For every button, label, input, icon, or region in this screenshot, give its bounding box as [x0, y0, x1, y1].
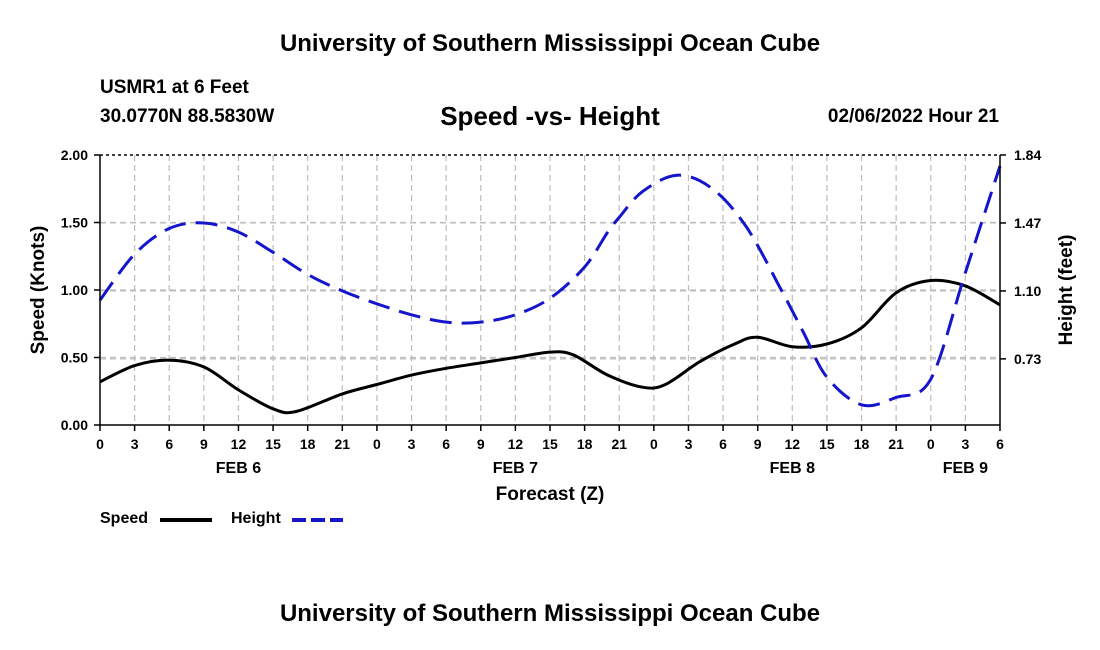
x-tick-label: 9 [200, 436, 208, 452]
x-tick-label: 15 [819, 436, 835, 452]
x-tick-label: 6 [165, 436, 173, 452]
main-title: University of Southern Mississippi Ocean… [279, 30, 821, 57]
chart-subtitle: Speed -vs- Height [440, 101, 660, 131]
x-tick-label: 18 [854, 436, 870, 452]
y-tick-label: 1.00 [61, 282, 88, 298]
y2-tick-label: 0.73 [1014, 351, 1041, 367]
day-label: FEB 9 [943, 460, 988, 477]
x-tick-label: 6 [442, 436, 450, 452]
y-tick-label: 1.50 [61, 215, 88, 231]
y2-tick-label: 1.84 [1014, 147, 1041, 163]
y2-tick-label: 1.47 [1014, 215, 1041, 231]
x-tick-label: 6 [719, 436, 727, 452]
x-tick-label: 0 [373, 436, 381, 452]
series-line-height [98, 165, 1002, 408]
x-tick-label: 18 [577, 436, 593, 452]
x-tick-label: 21 [888, 436, 904, 452]
x-tick-label: 12 [785, 436, 801, 452]
x-tick-label: 9 [477, 436, 485, 452]
footer-title: University of Southern Mississippi Ocean… [279, 600, 821, 627]
coordinates-label: 30.0770N 88.5830W [100, 106, 275, 127]
x-tick-label: 21 [335, 436, 351, 452]
x-tick-label: 3 [685, 436, 693, 452]
x-tick-label: 15 [542, 436, 558, 452]
x-tick-label: 0 [927, 436, 935, 452]
x-tick-label: 18 [300, 436, 316, 452]
x-tick-label: 0 [650, 436, 658, 452]
datetime-label: 02/06/2022 Hour 21 [827, 106, 999, 127]
x-tick-label: 3 [961, 436, 969, 452]
station-label: USMR1 at 6 Feet [100, 77, 249, 98]
day-label: FEB 6 [216, 460, 261, 477]
x-tick-label: 0 [96, 436, 104, 452]
x-axis-title: Forecast (Z) [496, 484, 605, 505]
legend-speed-label: Speed [100, 510, 149, 527]
x-tick-label: 12 [508, 436, 524, 452]
y-axis-title: Speed (Knots) [28, 226, 49, 355]
legend-height-label: Height [231, 510, 281, 527]
x-tick-label: 12 [231, 436, 247, 452]
x-tick-label: 3 [408, 436, 416, 452]
y-tick-label: 2.00 [61, 147, 88, 163]
day-label: FEB 8 [770, 460, 815, 477]
y2-tick-label: 1.10 [1014, 283, 1041, 299]
day-label: FEB 7 [493, 460, 538, 477]
y2-axis-title: Height (feet) [1056, 235, 1077, 346]
y-tick-label: 0.00 [61, 417, 88, 433]
series-line-speed [99, 278, 1001, 415]
x-tick-label: 9 [754, 436, 762, 452]
x-tick-label: 21 [611, 436, 627, 452]
y-tick-label: 0.50 [61, 350, 88, 366]
x-tick-label: 3 [131, 436, 139, 452]
x-tick-label: 15 [265, 436, 281, 452]
x-tick-label: 6 [996, 436, 1004, 452]
